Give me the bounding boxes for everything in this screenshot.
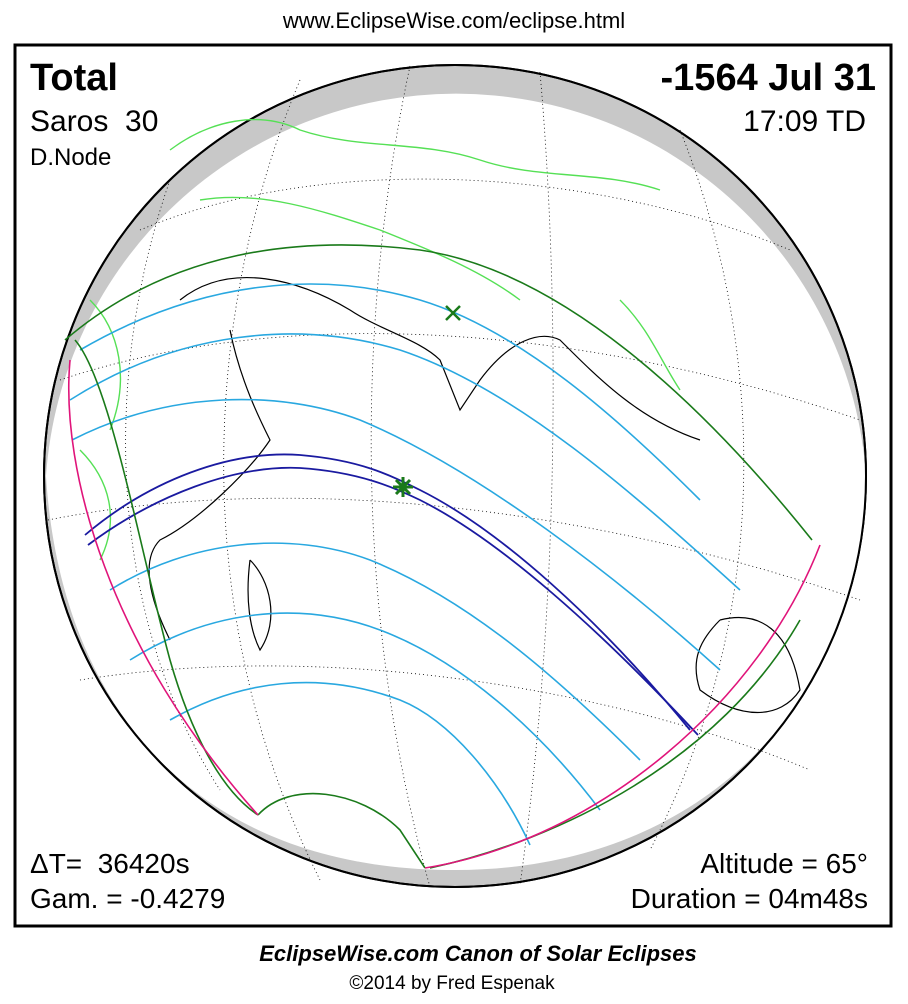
footer-copyright: ©2014 by Fred Espenak — [349, 973, 555, 994]
greatest-eclipse-mark — [393, 477, 413, 497]
date: -1564 Jul 31 — [661, 57, 876, 99]
meridian — [223, 79, 321, 881]
rise-set-curve — [257, 792, 426, 869]
terminator — [67, 359, 259, 816]
saros: Saros 30 — [30, 105, 158, 138]
borders — [79, 118, 681, 561]
eclipse-type: Total — [30, 57, 118, 99]
globe-outline — [43, 64, 867, 888]
globe — [43, 64, 867, 888]
duration: Duration = 04m48s — [631, 883, 868, 914]
terminator — [424, 544, 821, 869]
contour — [169, 681, 531, 846]
contour — [129, 612, 601, 811]
contour — [109, 542, 641, 761]
penumbra-limit — [64, 244, 813, 541]
parallel — [79, 665, 811, 771]
delta-t: ΔT= 36420s — [30, 848, 190, 879]
central-path-south — [87, 466, 699, 736]
contour — [69, 333, 741, 591]
central-path-north — [84, 453, 691, 731]
url: www.EclipseWise.com/eclipse.html — [282, 8, 625, 33]
altitude: Altitude = 65° — [700, 848, 868, 879]
footer-title: EclipseWise.com Canon of Solar Eclipses — [259, 941, 697, 966]
rise-set-curve — [74, 339, 259, 816]
time: 17:09 TD — [743, 105, 866, 138]
coastline — [148, 277, 801, 714]
gamma: Gam. = -0.4279 — [30, 883, 225, 914]
node: D.Node — [30, 144, 111, 171]
contour — [79, 283, 701, 501]
subsolar-mark — [445, 305, 461, 321]
contour — [71, 398, 721, 671]
